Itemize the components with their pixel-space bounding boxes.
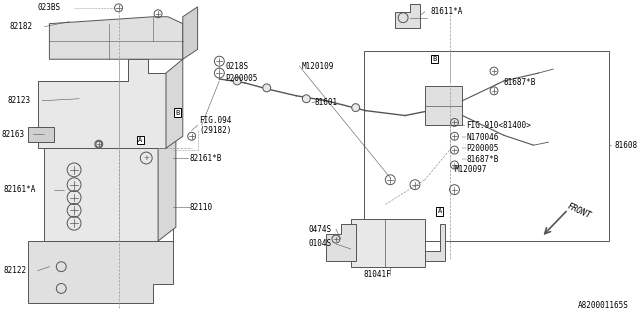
Text: 82123: 82123 <box>8 96 31 105</box>
Polygon shape <box>183 7 198 59</box>
Text: FRONT: FRONT <box>566 202 593 221</box>
Text: 82110: 82110 <box>189 203 213 212</box>
Text: 81611*A: 81611*A <box>431 7 463 16</box>
Text: 023BS: 023BS <box>38 3 61 12</box>
Text: B: B <box>433 56 437 62</box>
Text: A820001165S: A820001165S <box>577 301 628 310</box>
Polygon shape <box>425 86 462 125</box>
Polygon shape <box>396 4 420 28</box>
Circle shape <box>233 77 241 85</box>
Text: 82122: 82122 <box>4 266 27 275</box>
Text: 0474S: 0474S <box>308 225 332 234</box>
Text: 82163: 82163 <box>2 130 25 139</box>
Text: FIG.094: FIG.094 <box>200 116 232 125</box>
Text: 81601: 81601 <box>314 98 337 107</box>
Text: 82161*A: 82161*A <box>4 185 36 194</box>
Text: 81608: 81608 <box>614 141 637 150</box>
Text: M120097: M120097 <box>454 165 487 174</box>
Polygon shape <box>166 59 183 148</box>
Polygon shape <box>44 148 158 241</box>
Polygon shape <box>158 134 176 241</box>
Circle shape <box>352 104 360 112</box>
Text: N170046: N170046 <box>467 133 499 142</box>
Text: P200005: P200005 <box>225 75 258 84</box>
Text: FIG.910<81400>: FIG.910<81400> <box>467 121 531 130</box>
Text: A: A <box>438 208 442 214</box>
Text: A: A <box>138 137 143 143</box>
Circle shape <box>263 84 271 92</box>
Polygon shape <box>38 59 166 148</box>
Bar <box>364 51 609 241</box>
Text: 82182: 82182 <box>10 22 33 31</box>
Text: 81687*B: 81687*B <box>504 78 536 87</box>
Text: 0218S: 0218S <box>225 62 248 71</box>
Polygon shape <box>425 224 445 261</box>
Text: 0104S: 0104S <box>308 239 332 249</box>
Polygon shape <box>351 219 425 267</box>
Polygon shape <box>28 127 54 142</box>
Polygon shape <box>44 134 176 148</box>
Polygon shape <box>326 224 356 261</box>
Text: 81687*B: 81687*B <box>467 155 499 164</box>
Text: (29182): (29182) <box>200 126 232 135</box>
Text: M120109: M120109 <box>301 62 333 71</box>
Polygon shape <box>28 241 173 303</box>
Text: P200005: P200005 <box>467 144 499 153</box>
Text: 82161*B: 82161*B <box>189 154 222 163</box>
Circle shape <box>302 95 310 103</box>
Polygon shape <box>49 17 183 59</box>
Text: 81041F: 81041F <box>364 270 391 279</box>
Text: +: + <box>143 155 149 161</box>
Text: B: B <box>176 109 180 116</box>
